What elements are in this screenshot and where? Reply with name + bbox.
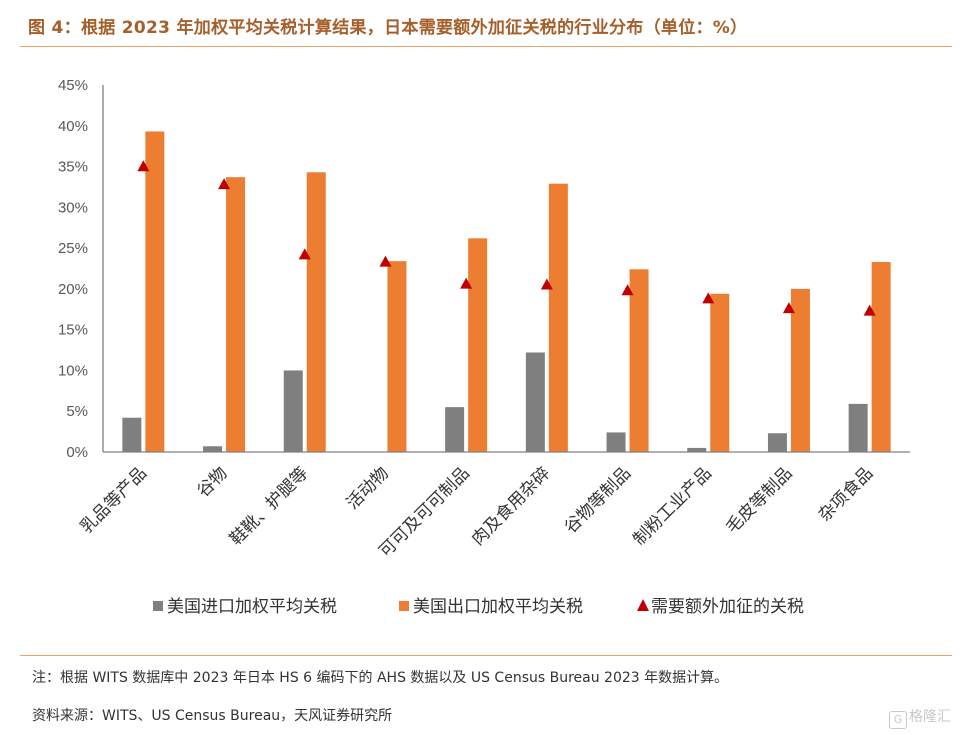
marker-extra-tariff-4 bbox=[460, 277, 473, 289]
legend-label-0: 美国进口加权平均关税 bbox=[167, 597, 337, 617]
footnote: 注：根据 WITS 数据库中 2023 年日本 HS 6 编码下的 AHS 数据… bbox=[32, 670, 729, 686]
x-category-label: 鞋靴、护腿等 bbox=[226, 463, 312, 549]
bar-import-0 bbox=[122, 417, 142, 452]
y-tick-label: 35% bbox=[58, 159, 88, 176]
bar-import-4 bbox=[445, 407, 465, 452]
bar-import-6 bbox=[606, 432, 626, 452]
bar-import-5 bbox=[525, 352, 545, 452]
marker-extra-tariff-5 bbox=[540, 278, 553, 290]
y-tick-label: 30% bbox=[58, 199, 88, 216]
source-line: 资料来源：WITS、US Census Bureau，天风证券研究所 bbox=[32, 708, 393, 724]
y-tick-label: 45% bbox=[58, 77, 88, 94]
bar-import-7 bbox=[687, 447, 707, 452]
bar-export-8 bbox=[790, 288, 810, 452]
legend-label-2: 需要额外加征的关税 bbox=[651, 597, 804, 617]
y-tick-label: 0% bbox=[66, 444, 88, 461]
marker-extra-tariff-3 bbox=[379, 255, 392, 267]
bar-import-1 bbox=[203, 446, 223, 452]
y-tick-label: 10% bbox=[58, 362, 88, 379]
y-tick-label: 15% bbox=[58, 322, 88, 339]
watermark-text: 格隆汇 bbox=[909, 709, 951, 725]
chart-title: 图 4：根据 2023 年加权平均关税计算结果，日本需要额外加征关税的行业分布（… bbox=[28, 18, 748, 38]
x-category-label: 杂项食品 bbox=[815, 463, 877, 525]
marker-series bbox=[137, 160, 876, 316]
marker-extra-tariff-2 bbox=[298, 248, 311, 260]
x-category-label: 肉及食用杂碎 bbox=[468, 463, 554, 549]
bar-series bbox=[122, 131, 891, 452]
chart-figure: 0% 5% 10% 15% 20% 25% 30% 35% 40% 45% 乳品等产品 谷物鞋靴、护… bbox=[58, 77, 910, 617]
marker-extra-tariff-6 bbox=[621, 284, 634, 296]
marker-extra-tariff-7 bbox=[702, 292, 715, 304]
legend-swatch-0 bbox=[153, 601, 163, 611]
bar-export-6 bbox=[629, 269, 649, 452]
x-category-label: 毛皮等制品 bbox=[722, 463, 796, 537]
x-category-label: 乳品等产品 bbox=[77, 463, 151, 537]
x-category-label: 谷物等制品 bbox=[561, 463, 635, 537]
marker-extra-tariff-1 bbox=[218, 178, 231, 190]
bar-export-5 bbox=[548, 183, 568, 452]
y-axis: 0% 5% 10% 15% 20% 25% 30% 35% 40% 45% bbox=[58, 77, 88, 461]
y-tick-label: 20% bbox=[58, 281, 88, 298]
y-tick-label: 25% bbox=[58, 240, 88, 257]
bar-export-0 bbox=[145, 131, 165, 452]
legend-swatch-2 bbox=[637, 599, 649, 611]
marker-extra-tariff-0 bbox=[137, 160, 150, 172]
x-category-label: 制粉工业产品 bbox=[630, 463, 716, 549]
legend-swatch-1 bbox=[399, 601, 409, 611]
bar-import-9 bbox=[848, 403, 868, 452]
bar-export-7 bbox=[710, 293, 730, 452]
bar-export-2 bbox=[306, 172, 326, 452]
bar-import-2 bbox=[283, 370, 303, 452]
watermark: G 格隆汇 bbox=[889, 706, 951, 729]
y-tick-label: 5% bbox=[66, 403, 88, 420]
chart-legend: 美国进口加权平均关税 美国出口加权平均关税 需要额外加征的关税 bbox=[153, 597, 804, 617]
marker-extra-tariff-8 bbox=[782, 302, 795, 314]
title-divider bbox=[20, 46, 952, 47]
legend-label-1: 美国出口加权平均关税 bbox=[413, 597, 583, 617]
watermark-logo-icon: G bbox=[889, 711, 907, 729]
bar-export-3 bbox=[387, 261, 407, 452]
footer-divider bbox=[20, 655, 952, 656]
bar-export-1 bbox=[226, 177, 246, 452]
y-tick-label: 40% bbox=[58, 118, 88, 135]
x-category-label: 活动物 bbox=[343, 463, 393, 513]
bar-export-4 bbox=[468, 238, 488, 452]
bar-import-8 bbox=[767, 433, 787, 452]
x-category-label: 谷物 bbox=[193, 463, 231, 501]
bar-export-9 bbox=[871, 261, 891, 452]
marker-extra-tariff-9 bbox=[863, 304, 876, 316]
